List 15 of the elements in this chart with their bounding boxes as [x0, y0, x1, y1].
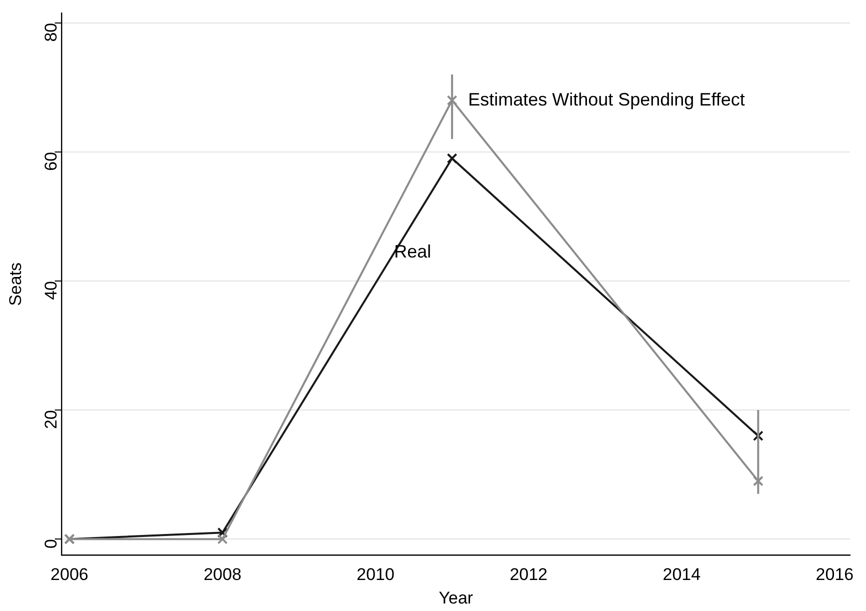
x-tick-label: 2008 [204, 565, 242, 584]
x-tick-label: 2010 [356, 565, 394, 584]
x-axis-title: Year [438, 588, 474, 608]
y-tick-label: 40 [41, 280, 60, 300]
series-label: Estimates Without Spending Effect [468, 89, 745, 110]
y-tick-label: 0 [41, 539, 60, 549]
y-axis-title: Seats [6, 262, 25, 306]
x-tick-label: 2016 [816, 565, 854, 584]
y-tick-label: 60 [41, 152, 60, 171]
series-label: Real [394, 241, 432, 262]
x-tick-label: 2014 [662, 565, 701, 584]
y-tick-label: 80 [41, 22, 60, 42]
x-tick-label: 2006 [50, 565, 88, 584]
y-tick-label: 20 [41, 410, 60, 429]
x-tick-label: 2012 [510, 565, 548, 584]
